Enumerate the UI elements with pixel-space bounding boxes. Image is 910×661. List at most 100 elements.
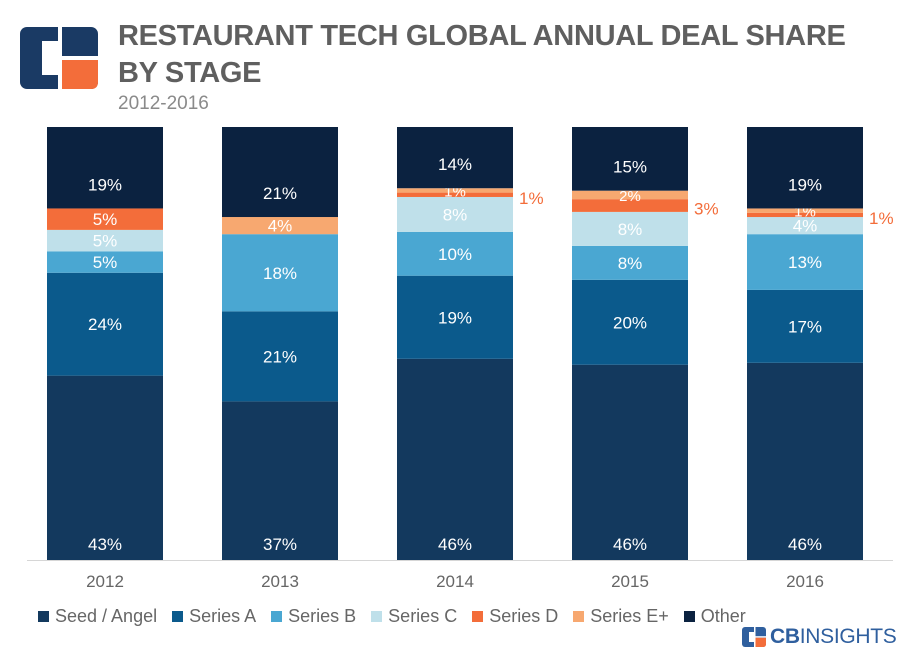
data-label-2014-series-c: 8% [443, 205, 468, 224]
x-tick-label-2012: 2012 [86, 572, 124, 591]
bar-2014-seed-angel [397, 358, 513, 560]
bar-2016-series-c [747, 217, 863, 235]
legend-swatch-series-c [371, 611, 383, 622]
logo-notch [42, 41, 58, 75]
bar-2016-series-e- [747, 208, 863, 213]
bar-2016-series-b [747, 234, 863, 290]
cb-brand-icon [742, 627, 766, 647]
bar-2012-series-d [47, 208, 163, 230]
data-label-2012-series-c: 5% [93, 232, 118, 251]
legend-item-other: Other [683, 606, 746, 627]
data-label-2014-other: 14% [438, 155, 472, 174]
logo-divider-vertical [58, 27, 62, 89]
legend-swatch-series-e- [573, 611, 585, 622]
data-label-2014-series-b: 10% [438, 245, 472, 264]
data-label-2013-series-e-: 4% [268, 217, 293, 236]
bar-2015-other [572, 127, 688, 191]
data-label-2016-series-c: 4% [793, 217, 818, 236]
chart-legend: Seed / Angel Series A Series B Series C Seri… [38, 606, 761, 627]
data-label-2016-other: 19% [788, 175, 822, 194]
brand-text-bold: CB [770, 625, 800, 648]
data-label-2012-series-b: 5% [93, 253, 118, 272]
data-label-2014-seed-angel: 46% [438, 535, 472, 554]
data-label-2016-seed-angel: 46% [788, 535, 822, 554]
legend-item-series-e-: Series E+ [573, 606, 669, 627]
bar-2012-other [47, 127, 163, 209]
bar-2014-series-e- [397, 188, 513, 193]
chart-title: RESTAURANT TECH GLOBAL ANNUAL DEAL SHARE… [118, 20, 846, 89]
bar-2016-other [747, 127, 863, 209]
bar-2014-series-a [397, 275, 513, 359]
bar-2016-series-a [747, 289, 863, 363]
x-tick-label-2016: 2016 [786, 572, 824, 591]
bar-2013-other [222, 127, 338, 218]
legend-label-other: Other [700, 606, 746, 626]
legend-label-series-c: Series C [388, 606, 458, 626]
brand-text-light: INSIGHTS [799, 625, 897, 648]
data-label-2015-series-b: 8% [618, 254, 643, 273]
data-label-2014-series-a: 19% [438, 308, 472, 327]
bar-2014-series-d [397, 192, 513, 197]
data-label-2015-series-c: 8% [618, 220, 643, 239]
legend-item-series-a: Series A [172, 606, 256, 627]
bar-2015-series-a [572, 279, 688, 365]
legend-swatch-other [683, 611, 695, 622]
data-label-2015-series-a: 20% [613, 313, 647, 332]
chart-subtitle: 2012-2016 [118, 93, 209, 114]
bar-2014-other [397, 127, 513, 189]
bar-2012-seed-angel [47, 375, 163, 560]
callout-label-2015-series-d: 3% [694, 200, 719, 219]
legend-item-series-d: Series D [472, 606, 558, 627]
bar-2013-series-e- [222, 217, 338, 235]
data-label-2015-series-e-: 2% [619, 188, 641, 205]
data-label-2015-other: 15% [613, 158, 647, 177]
data-label-2012-series-a: 24% [88, 315, 122, 334]
cb-logo-icon [20, 27, 98, 89]
bar-2015-series-d [572, 199, 688, 212]
data-label-2012-other: 19% [88, 175, 122, 194]
data-label-2015-seed-angel: 46% [613, 535, 647, 554]
data-label-2013-other: 21% [263, 184, 297, 203]
logo-divider-horizontal [62, 56, 98, 60]
cb-insights-brand: CBINSIGHTS [742, 625, 897, 649]
legend-item-series-c: Series C [371, 606, 457, 627]
logo-orange-block [62, 60, 98, 89]
legend-label-series-e-: Series E+ [590, 606, 669, 626]
data-label-2013-series-b: 18% [263, 264, 297, 283]
bar-2016-series-d [747, 212, 863, 218]
legend-label-series-d: Series D [489, 606, 559, 626]
bar-2012-series-c [47, 229, 163, 252]
x-tick-label-2014: 2014 [436, 572, 474, 591]
legend-label-series-a: Series A [189, 606, 257, 626]
bar-2016-seed-angel [747, 362, 863, 560]
bar-2015-series-c [572, 211, 688, 246]
callout-label-2014-series-d: 1% [519, 189, 544, 208]
bar-2013-series-a [222, 311, 338, 402]
bar-2015-seed-angel [572, 364, 688, 560]
callout-label-2016-series-d: 1% [869, 209, 894, 228]
data-label-2013-seed-angel: 37% [263, 535, 297, 554]
bar-2015-series-e- [572, 190, 688, 200]
data-label-2012-seed-angel: 43% [88, 535, 122, 554]
legend-swatch-seed-angel [38, 611, 49, 622]
legend-swatch-series-b [271, 611, 283, 622]
bar-2014-series-b [397, 231, 513, 276]
data-label-2013-series-a: 21% [263, 347, 297, 366]
bar-2012-series-b [47, 251, 163, 273]
bar-2013-series-b [222, 234, 338, 312]
data-label-2012-series-d: 5% [93, 210, 118, 229]
x-tick-label-2013: 2013 [261, 572, 299, 591]
data-label-2016-series-b: 13% [788, 253, 822, 272]
legend-swatch-series-a [172, 611, 184, 622]
x-tick-label-2015: 2015 [611, 572, 649, 591]
bar-2012-series-a [47, 272, 163, 376]
legend-item-series-b: Series B [271, 606, 356, 627]
legend-label-series-b: Series B [288, 606, 357, 626]
legend-label-seed-angel: Seed / Angel [55, 606, 158, 626]
bar-2015-series-b [572, 245, 688, 280]
data-label-2016-series-a: 17% [788, 317, 822, 336]
legend-item-seed-angel: Seed / Angel [38, 606, 157, 627]
bar-2014-series-c [397, 196, 513, 232]
bar-2013-seed-angel [222, 401, 338, 560]
